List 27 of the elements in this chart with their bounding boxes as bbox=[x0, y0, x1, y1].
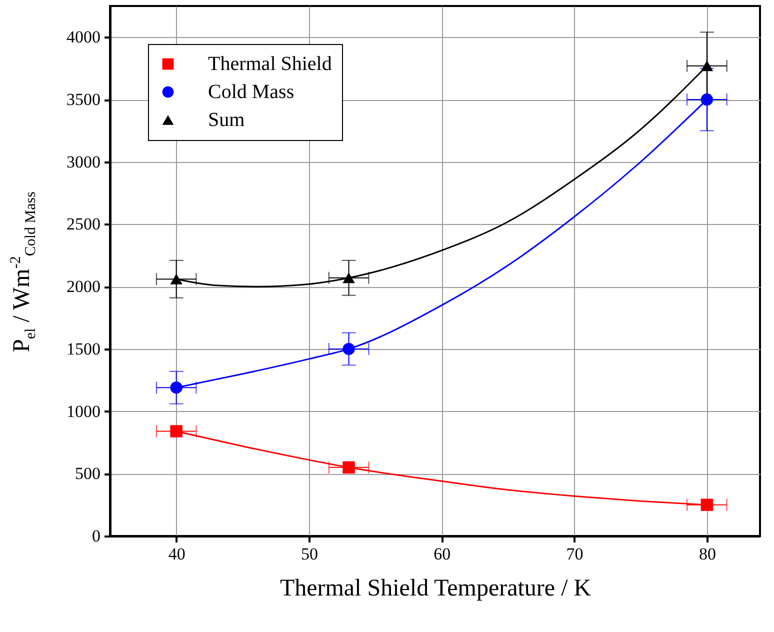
point bbox=[342, 461, 355, 474]
y-tick-label: 2500 bbox=[66, 214, 100, 234]
y-tick-label: 3500 bbox=[66, 90, 100, 110]
x-tick-label: 70 bbox=[566, 544, 584, 564]
legend-label: Sum bbox=[208, 109, 246, 131]
x-tick-label: 40 bbox=[168, 544, 186, 564]
y-tick-label: 1000 bbox=[66, 402, 100, 421]
y-tick-label: 500 bbox=[75, 464, 100, 484]
point bbox=[700, 93, 714, 106]
point bbox=[700, 60, 714, 72]
y-tick-label: 2000 bbox=[66, 277, 100, 296]
y-tick-label: 0 bbox=[92, 526, 100, 546]
x-tick-label: 50 bbox=[300, 544, 318, 564]
point bbox=[342, 342, 355, 356]
legend-label: Cold Mass bbox=[208, 81, 294, 103]
x-axis-title: Thermal Shield Temperature / K bbox=[280, 576, 592, 602]
point bbox=[342, 272, 355, 284]
point bbox=[170, 381, 182, 394]
point bbox=[170, 425, 182, 438]
x-tick-label: 80 bbox=[698, 544, 716, 564]
legend-label: Thermal Shield bbox=[208, 53, 332, 75]
y-tick-label: 3000 bbox=[66, 152, 100, 172]
point bbox=[170, 274, 182, 284]
point bbox=[700, 498, 714, 511]
y-tick-label: 1500 bbox=[66, 339, 100, 358]
x-tick-label: 60 bbox=[434, 544, 451, 564]
y-tick-label: 4000 bbox=[66, 28, 100, 47]
